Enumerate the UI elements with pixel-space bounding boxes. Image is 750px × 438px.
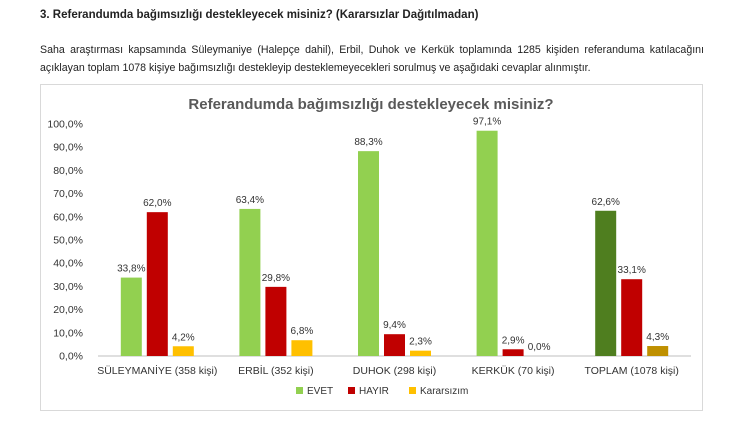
data-label: 4,3%: [646, 332, 669, 343]
y-tick-label: 90,0%: [53, 142, 83, 154]
bar-chart: Referandumda bağımsızlığı destekleyecek …: [47, 96, 691, 397]
bar-evet: [358, 151, 379, 356]
bar-hayir: [146, 212, 168, 356]
data-label: 33,8%: [117, 264, 145, 275]
legend-label: HAYIR: [359, 386, 389, 397]
chart-title: Referandumda bağımsızlığı destekleyecek …: [188, 96, 553, 113]
bar-kararszm: [647, 346, 669, 356]
bar-evet: [239, 208, 261, 356]
bar-hayir: [621, 279, 643, 356]
y-tick-label: 10,0%: [53, 327, 83, 339]
x-category-label: ERBİL (352 kişi): [238, 364, 313, 377]
legend-swatch: [348, 387, 355, 394]
data-label: 6,8%: [291, 326, 314, 337]
intro-paragraph: Saha araştırması kapsamında Süleymaniye …: [40, 44, 704, 74]
y-tick-label: 80,0%: [53, 165, 83, 177]
y-tick-label: 0,0%: [59, 351, 83, 363]
data-label: 63,4%: [236, 195, 264, 206]
data-label: 88,3%: [354, 137, 382, 148]
y-tick-label: 20,0%: [53, 304, 83, 316]
data-label: 0,0%: [528, 342, 551, 353]
data-label: 4,2%: [172, 332, 195, 343]
bar-hayir: [265, 286, 287, 356]
x-category-label: DUHOK (298 kişi): [353, 365, 436, 377]
data-label: 2,9%: [502, 335, 525, 346]
legend-label: Kararsızım: [420, 386, 468, 397]
y-tick-label: 30,0%: [53, 281, 83, 293]
legend-label: EVET: [307, 386, 333, 397]
data-label: 62,0%: [143, 198, 171, 209]
y-tick-label: 100,0%: [47, 119, 83, 131]
legend-swatch: [296, 387, 303, 394]
legend-swatch: [409, 387, 416, 394]
data-label: 29,8%: [262, 273, 290, 284]
bar-evet: [120, 277, 142, 356]
bar-kararszm: [172, 346, 194, 356]
bar-hayir: [384, 334, 405, 356]
data-label: 62,6%: [592, 197, 620, 208]
y-tick-label: 70,0%: [53, 188, 83, 200]
x-category-label: SÜLEYMANİYE (358 kişi): [97, 364, 217, 377]
data-label: 33,1%: [618, 265, 646, 276]
bar-hayir: [502, 349, 524, 356]
y-tick-label: 60,0%: [53, 211, 83, 223]
data-label: 9,4%: [383, 320, 406, 331]
data-label: 2,3%: [409, 337, 432, 348]
bar-kararszm: [410, 350, 431, 356]
bar-evet: [476, 130, 498, 356]
x-category-label: TOPLAM (1078 kişi): [585, 365, 679, 377]
bar-evet: [595, 210, 617, 356]
chart-container: Referandumda bağımsızlığı destekleyecek …: [40, 84, 703, 411]
x-category-label: KERKÜK (70 kişi): [472, 365, 555, 377]
y-tick-label: 40,0%: [53, 258, 83, 270]
y-tick-label: 50,0%: [53, 235, 83, 247]
data-label: 97,1%: [473, 117, 501, 128]
section-heading: 3. Referandumda bağımsızlığı destekleyec…: [40, 9, 479, 21]
bar-kararszm: [291, 340, 313, 356]
